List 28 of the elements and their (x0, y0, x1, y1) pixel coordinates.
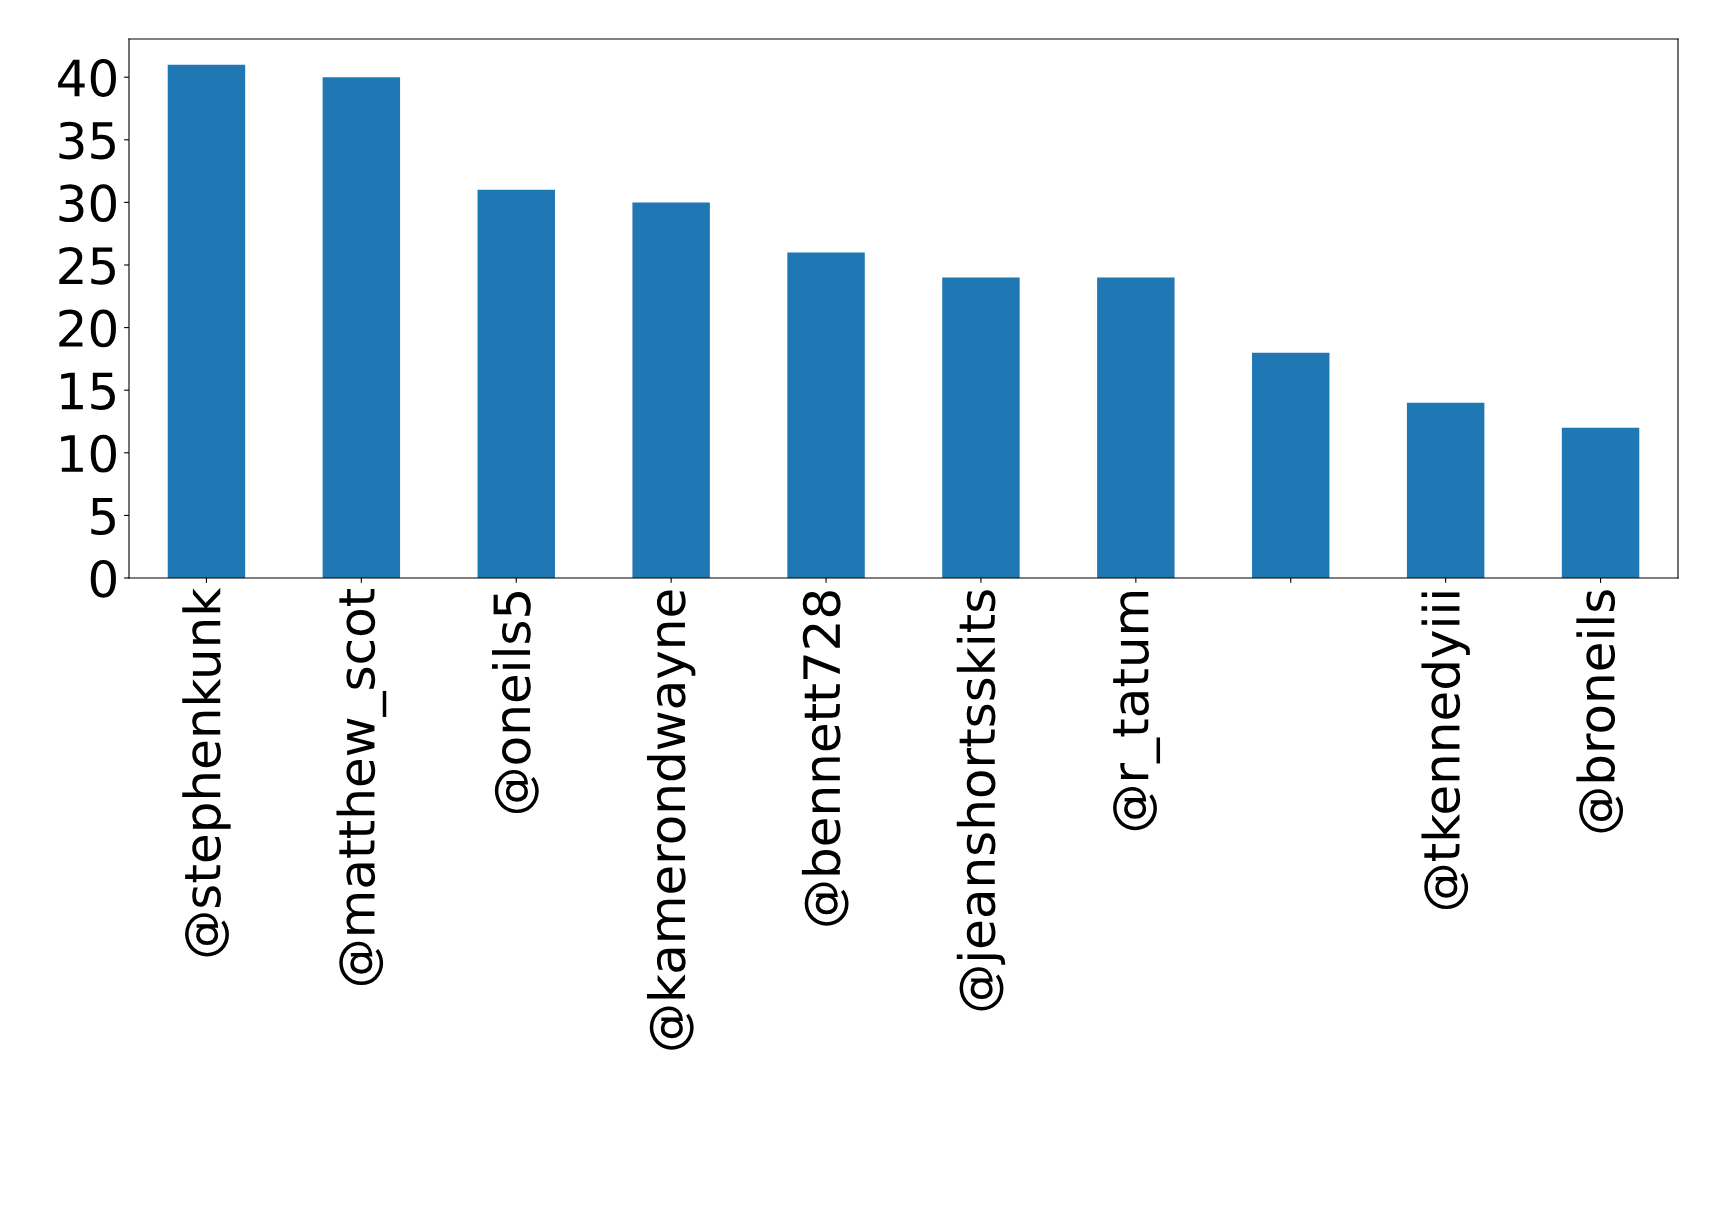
y-tick-label: 0 (90, 559, 116, 598)
bar (167, 64, 246, 578)
bar (1561, 427, 1640, 578)
y-tick-label: 25 (59, 246, 115, 285)
x-tick-label: @matthew_scot (336, 588, 387, 986)
y-tick-label: 35 (59, 121, 115, 160)
bar (477, 189, 555, 578)
bar (1097, 277, 1175, 578)
bar (787, 252, 865, 578)
bar (942, 277, 1020, 578)
bar (1406, 402, 1485, 578)
x-tick-label: @stephenkunk (182, 587, 231, 957)
x-tick-label: @kamerondwayne (646, 590, 696, 1050)
x-tick-label: @oneils5 (492, 592, 539, 814)
x-tick-label: @jeanshortsskits (956, 590, 1006, 1011)
y-tick-label: 20 (59, 309, 116, 348)
bar (1252, 352, 1330, 578)
x-tick-label: @r_tatum (1113, 591, 1161, 831)
y-tick-label: 40 (58, 59, 116, 97)
y-tick-label: 10 (61, 434, 116, 473)
y-tick-label: 15 (61, 372, 115, 410)
x-tick-label: @broneils (1576, 590, 1624, 833)
y-tick-label: 30 (59, 184, 116, 223)
y-tick-label: 5 (91, 497, 115, 536)
x-tick-label: @bennett728 (801, 591, 849, 926)
bar (632, 202, 710, 578)
x-tick-label: @tkennedyiii (1421, 592, 1470, 910)
bar (322, 77, 401, 578)
